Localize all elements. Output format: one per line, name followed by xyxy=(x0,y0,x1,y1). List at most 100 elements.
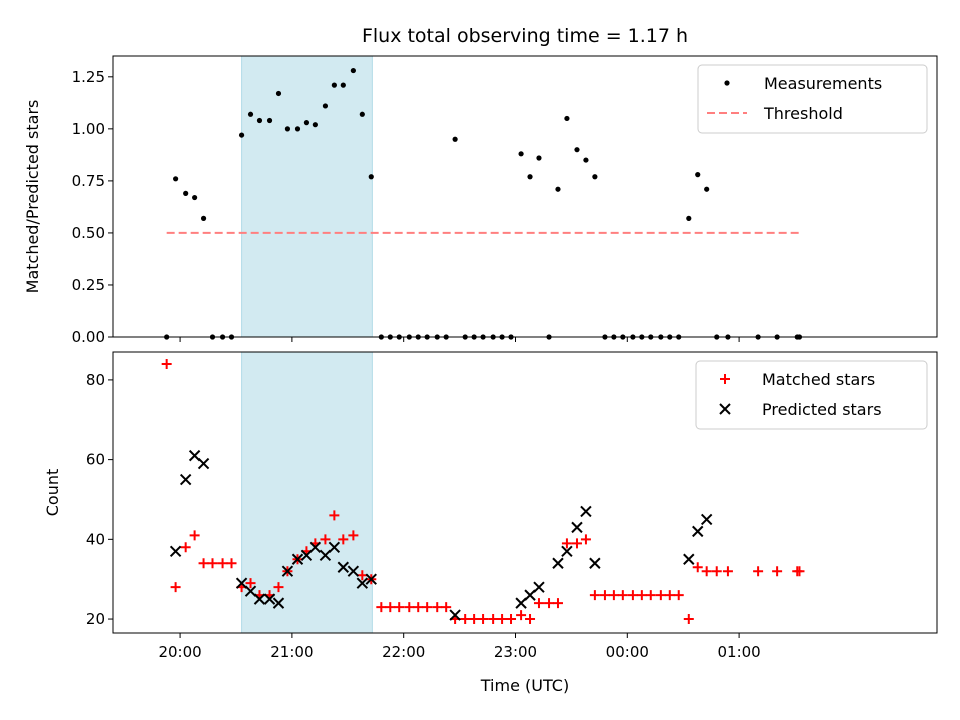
x-tick-label: 21:00 xyxy=(270,643,313,661)
data-point xyxy=(664,590,675,601)
x-tick-label: 00:00 xyxy=(606,643,649,661)
data-point xyxy=(704,186,710,192)
data-point xyxy=(544,598,555,609)
data-point xyxy=(338,534,349,545)
data-point xyxy=(478,614,489,625)
legend-label: Matched stars xyxy=(762,370,875,389)
data-point xyxy=(385,602,396,613)
data-point xyxy=(348,530,359,541)
data-point xyxy=(701,566,712,577)
legend-marker xyxy=(720,374,730,384)
data-point xyxy=(200,215,207,221)
data-point xyxy=(617,590,628,601)
data-point xyxy=(226,558,237,569)
data-point xyxy=(627,590,638,601)
panel-2: 20 40 60 80 20:00 21:00 22:00 23:00 00:00 01:00 Ti… xyxy=(43,351,938,695)
data-point xyxy=(469,614,480,625)
data-point xyxy=(432,602,443,613)
data-point xyxy=(238,132,245,138)
chart-title: Flux total observing time = 1.17 h xyxy=(362,25,688,47)
data-point xyxy=(574,147,580,153)
observing-interval-band xyxy=(241,351,373,634)
data-point xyxy=(592,174,598,180)
data-point xyxy=(245,578,256,589)
data-point xyxy=(291,553,304,565)
data-point xyxy=(263,593,276,605)
series-predicted-stars xyxy=(169,449,713,621)
data-point xyxy=(273,582,284,593)
data-point xyxy=(533,581,545,593)
data-point xyxy=(686,215,692,221)
data-point xyxy=(711,566,722,577)
data-point xyxy=(599,590,610,601)
data-point xyxy=(645,590,656,601)
data-point xyxy=(422,602,433,613)
data-point xyxy=(189,530,200,541)
data-point xyxy=(515,597,527,609)
data-point xyxy=(552,598,563,609)
data-point xyxy=(404,602,415,613)
data-point xyxy=(564,115,570,122)
y-axis-label: Matched/Predicted stars xyxy=(23,100,42,294)
data-point xyxy=(368,174,374,180)
data-point xyxy=(169,545,182,557)
data-point xyxy=(198,558,209,569)
legend-label: Threshold xyxy=(763,104,843,123)
data-point xyxy=(183,190,189,196)
data-point xyxy=(180,542,191,553)
data-point xyxy=(329,510,340,521)
data-point xyxy=(692,525,704,538)
legend: Matched stars Predicted stars xyxy=(695,360,928,430)
data-point xyxy=(376,602,387,613)
data-point xyxy=(312,122,318,128)
data-point xyxy=(394,602,405,613)
data-point xyxy=(197,457,210,470)
data-point xyxy=(179,473,192,486)
data-point xyxy=(695,172,701,178)
data-point xyxy=(359,111,365,117)
legend-label: Predicted stars xyxy=(762,400,882,419)
data-point xyxy=(692,562,703,573)
legend: Measurements Threshold xyxy=(697,64,928,134)
data-point xyxy=(244,585,257,597)
data-point xyxy=(527,174,533,180)
data-point xyxy=(772,566,783,577)
data-point xyxy=(700,513,713,526)
data-point xyxy=(294,126,301,132)
data-point xyxy=(683,614,694,625)
x-axis-label: Time (UTC) xyxy=(480,676,569,695)
data-point xyxy=(518,151,524,157)
data-point xyxy=(583,157,589,163)
data-point xyxy=(589,557,601,569)
x-tick-label: 20:00 xyxy=(158,643,201,661)
data-point xyxy=(188,449,201,462)
data-point xyxy=(235,577,248,589)
data-point xyxy=(536,155,542,161)
x-tick-label: 01:00 xyxy=(717,643,760,661)
data-point xyxy=(580,534,591,545)
y-tick-label: 1.00 xyxy=(72,120,105,138)
data-point xyxy=(319,549,332,561)
data-point xyxy=(253,593,266,605)
data-point xyxy=(571,521,583,534)
legend-marker xyxy=(724,80,730,86)
data-point xyxy=(794,566,805,577)
data-point xyxy=(217,558,228,569)
data-point xyxy=(340,82,346,88)
data-point xyxy=(561,538,572,549)
y-tick-label: 0.00 xyxy=(72,328,105,346)
data-point xyxy=(555,186,561,192)
data-point xyxy=(173,176,179,182)
axes-frame xyxy=(112,55,938,338)
data-point xyxy=(655,590,666,601)
data-point xyxy=(497,614,508,625)
data-point xyxy=(284,126,291,132)
data-point xyxy=(571,538,582,549)
data-point xyxy=(347,565,360,577)
data-point xyxy=(247,111,254,117)
data-point xyxy=(322,103,329,109)
data-point xyxy=(460,614,471,625)
data-point xyxy=(533,598,544,609)
y-tick-label: 0.50 xyxy=(72,224,105,242)
y-tick-label: 0.25 xyxy=(72,276,105,294)
